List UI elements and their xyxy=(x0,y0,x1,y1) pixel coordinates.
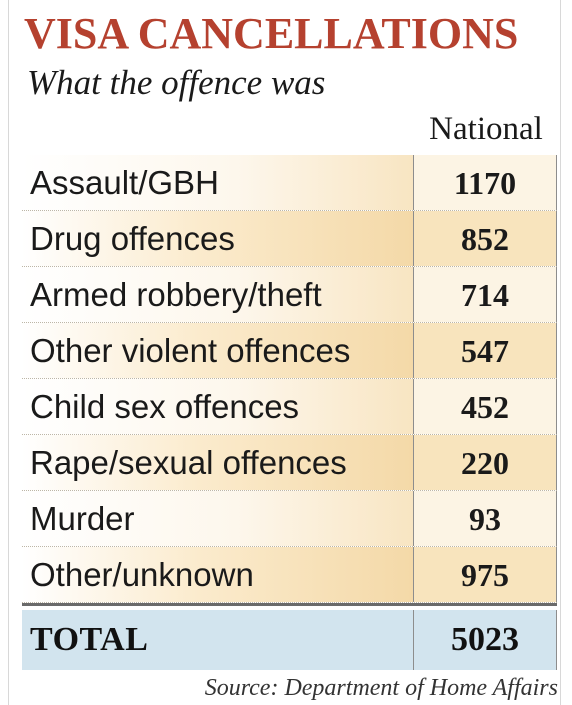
table-body: Assault/GBH 1170 Drug offences 852 Armed rob… xyxy=(22,155,557,603)
table-row: Child sex offences 452 xyxy=(22,379,557,435)
row-label: Rape/sexual offences xyxy=(22,435,413,490)
row-label: Murder xyxy=(22,491,413,546)
row-value: 975 xyxy=(413,547,557,602)
row-value: 714 xyxy=(413,267,557,322)
row-value: 1170 xyxy=(413,155,557,210)
row-label: Armed robbery/theft xyxy=(22,267,413,322)
row-value: 852 xyxy=(413,211,557,266)
row-label: Other violent offences xyxy=(22,323,413,378)
offence-table: Assault/GBH 1170 Drug offences 852 Armed rob… xyxy=(22,155,557,670)
figure-frame xyxy=(8,0,561,705)
table-row: Assault/GBH 1170 xyxy=(22,155,557,211)
table-row: Other/unknown 975 xyxy=(22,547,557,603)
column-header-national: National xyxy=(429,111,543,147)
row-value: 452 xyxy=(413,379,557,434)
chart-title: VISA CANCELLATIONS xyxy=(24,9,519,58)
source-note: Source: Department of Home Affairs xyxy=(204,675,558,701)
row-value: 220 xyxy=(413,435,557,490)
total-label: TOTAL xyxy=(30,621,149,658)
row-label: Other/unknown xyxy=(22,547,413,602)
total-divider xyxy=(22,603,557,606)
row-label: Child sex offences xyxy=(22,379,413,434)
table-row: Rape/sexual offences 220 xyxy=(22,435,557,491)
table-row: Armed robbery/theft 714 xyxy=(22,267,557,323)
row-value: 547 xyxy=(413,323,557,378)
table-row: Other violent offences 547 xyxy=(22,323,557,379)
table-row: Drug offences 852 xyxy=(22,211,557,267)
total-value: 5023 xyxy=(413,610,557,670)
total-row: TOTAL 5023 xyxy=(22,606,557,670)
table-row: Murder 93 xyxy=(22,491,557,547)
chart-subtitle: What the offence was xyxy=(27,63,326,102)
row-label: Assault/GBH xyxy=(22,155,413,210)
row-value: 93 xyxy=(413,491,557,546)
row-label: Drug offences xyxy=(22,211,413,266)
